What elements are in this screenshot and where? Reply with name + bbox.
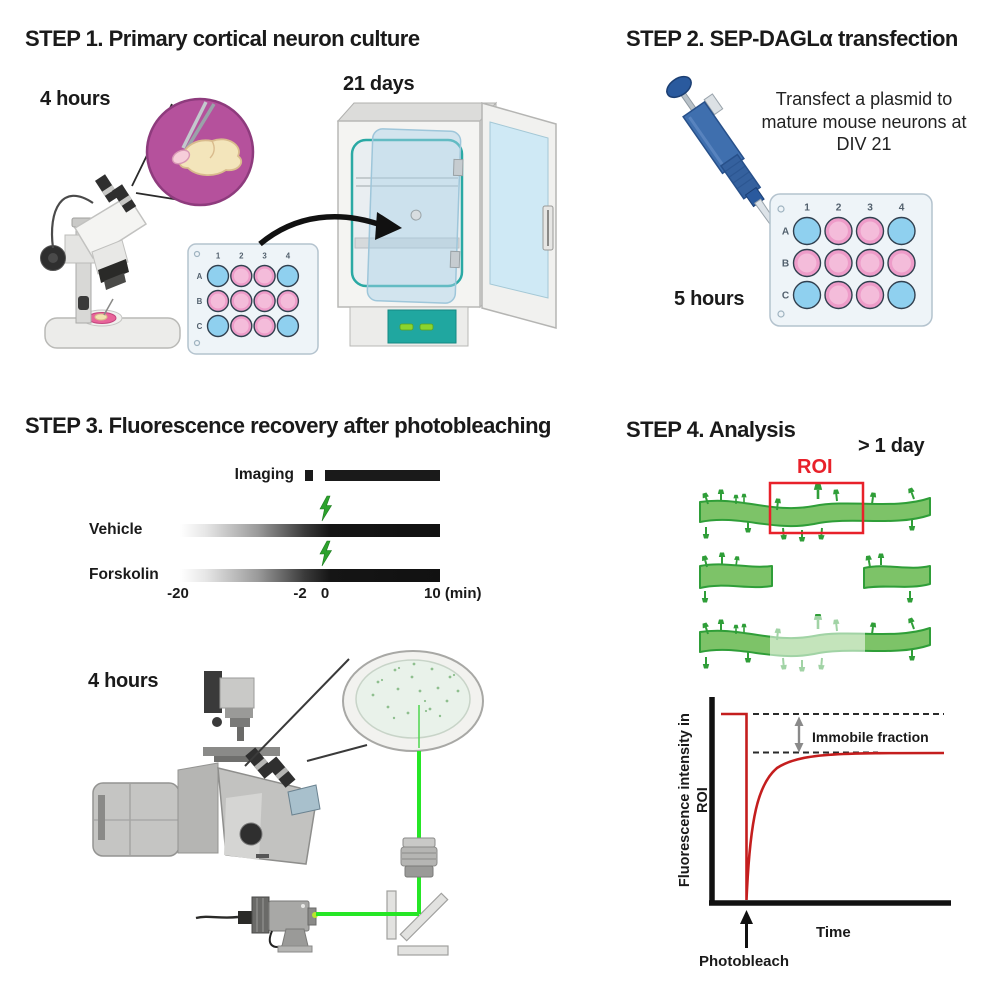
forceps-icon <box>181 101 216 151</box>
step1-incubation-label: 21 days <box>343 73 415 95</box>
confocal-microscope-illustration <box>92 671 321 865</box>
indicator-light-icon <box>419 323 434 331</box>
photobleach-label: Photobleach <box>699 953 790 970</box>
immobile-fraction-label: Immobile fraction <box>812 729 929 745</box>
svg-text:2: 2 <box>836 203 842 214</box>
svg-text:2: 2 <box>239 252 244 261</box>
svg-text:C: C <box>782 291 790 302</box>
step1-title: STEP 1. Primary cortical neuron culture <box>25 26 420 51</box>
laser-beam-path <box>316 705 421 916</box>
step3-title: STEP 3. Fluorescence recovery after phot… <box>25 413 552 438</box>
dichroic-mirror-icon <box>399 892 449 942</box>
well-blue <box>276 314 300 338</box>
incubator-inner-door <box>366 128 464 304</box>
step4-title: STEP 4. Analysis <box>626 417 796 442</box>
svg-text:1: 1 <box>804 203 810 214</box>
frap-graph <box>709 697 951 948</box>
step2-duration-label: 5 hours <box>674 288 745 310</box>
objective-lens <box>400 837 438 878</box>
roi-label: ROI <box>797 456 833 478</box>
immobile-fraction-arrow <box>794 716 804 753</box>
recovery-curve <box>721 712 945 901</box>
graph-x-axis-label: Time <box>816 924 851 941</box>
step2-title: STEP 2. SEP-DAGLα transfection <box>626 26 958 51</box>
timeline-tick--20: -20 <box>167 585 189 602</box>
incubator-illustration <box>336 101 557 347</box>
timeline-vehicle-label: Vehicle <box>89 521 143 538</box>
well-blue <box>206 264 230 288</box>
well-blue <box>792 216 822 246</box>
indicator-light-icon <box>399 323 414 331</box>
incubator-outer-door <box>481 102 557 329</box>
well-blue <box>792 280 822 310</box>
photobleach-arrow <box>740 910 753 948</box>
timeline-tick--2: -2 <box>293 585 307 602</box>
timeline-tick-10min: 10 (min) <box>424 585 482 602</box>
svg-text:4: 4 <box>899 203 905 214</box>
well-plate-1: 1 2 3 4 A B C <box>187 243 319 355</box>
dissection-magnifier <box>131 97 255 207</box>
timeline-forskolin-label: Forskolin <box>89 566 159 583</box>
well-blue <box>887 216 916 246</box>
svg-text:1: 1 <box>216 252 221 261</box>
timeline-tick-0: 0 <box>320 585 330 602</box>
stereo-microscope-illustration <box>40 174 181 349</box>
timeline-imaging-label: Imaging <box>234 466 294 483</box>
svg-text:B: B <box>197 297 203 306</box>
svg-text:C: C <box>197 322 203 331</box>
well-blue <box>887 280 916 310</box>
well-plate-2: 1 2 3 4 A B C <box>769 193 933 327</box>
well-blue <box>276 264 300 288</box>
cultured-cells <box>371 662 460 720</box>
lightning-bolt-icon <box>319 495 332 522</box>
step2-note: Transfect a plasmid to mature mouse neur… <box>761 89 967 154</box>
svg-text:B: B <box>782 259 789 270</box>
svg-text:A: A <box>782 227 790 238</box>
svg-text:A: A <box>197 272 203 281</box>
svg-text:3: 3 <box>867 203 873 214</box>
step4-delay-label: > 1 day <box>858 435 925 457</box>
dendrite-row-3 <box>700 614 930 672</box>
dendrite-row-2 <box>699 551 931 604</box>
petri-dish <box>244 650 484 767</box>
roi-box <box>768 481 865 535</box>
step3-duration-label: 4 hours <box>88 670 159 692</box>
timeline-diagram <box>180 470 440 582</box>
photobleached-region <box>770 616 865 672</box>
brain-icon <box>171 138 243 176</box>
step1-duration-label: 4 hours <box>40 88 111 110</box>
graph-y-axis-label: Fluorescence intensity in ROI <box>676 713 711 888</box>
lightning-bolt-icon <box>319 540 332 567</box>
svg-text:4: 4 <box>286 252 291 261</box>
transfer-arrow <box>258 212 402 247</box>
laser-module <box>195 896 318 953</box>
svg-text:3: 3 <box>262 252 267 261</box>
well-blue <box>206 314 230 338</box>
